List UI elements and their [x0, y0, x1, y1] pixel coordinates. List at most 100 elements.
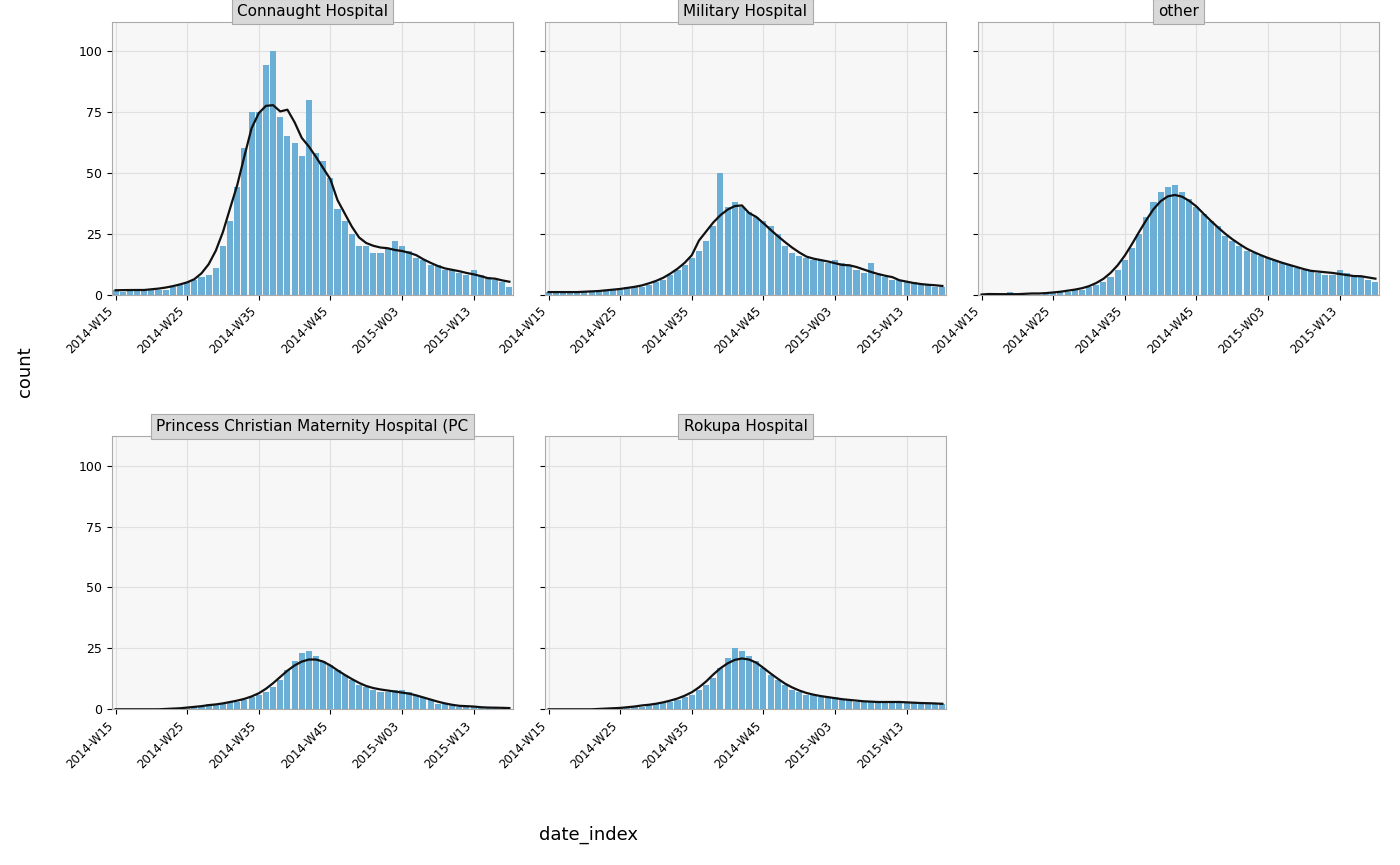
Bar	[1093, 285, 1099, 294]
Bar	[470, 707, 476, 709]
Bar	[939, 287, 945, 294]
Bar	[811, 260, 816, 294]
Bar	[682, 266, 687, 294]
Bar	[227, 221, 234, 294]
Bar	[1179, 192, 1186, 294]
Bar	[1071, 290, 1078, 294]
Bar	[882, 702, 888, 709]
Bar	[638, 287, 645, 294]
Title: other: other	[1158, 4, 1198, 19]
Title: Rokupa Hospital: Rokupa Hospital	[683, 419, 808, 434]
Bar	[284, 670, 290, 709]
Bar	[463, 707, 469, 709]
Bar	[277, 117, 283, 294]
Bar	[804, 258, 809, 294]
Bar	[939, 704, 945, 709]
Bar	[491, 707, 498, 709]
Bar	[449, 270, 455, 294]
Bar	[1229, 241, 1235, 294]
Bar	[903, 702, 910, 709]
Bar	[889, 702, 896, 709]
Bar	[896, 702, 903, 709]
Bar	[456, 272, 462, 294]
Bar	[717, 668, 724, 709]
Bar	[1172, 185, 1177, 294]
Bar	[682, 697, 687, 709]
Bar	[739, 650, 745, 709]
Bar	[675, 270, 680, 294]
Bar	[305, 99, 312, 294]
Bar	[790, 689, 795, 709]
Bar	[875, 702, 881, 709]
Bar	[385, 692, 391, 709]
Bar	[546, 292, 552, 294]
Bar	[1100, 282, 1106, 294]
Bar	[553, 292, 559, 294]
Bar	[1050, 292, 1056, 294]
Bar	[839, 700, 846, 709]
Bar	[185, 707, 190, 709]
Bar	[356, 246, 363, 294]
Bar	[484, 278, 491, 294]
Bar	[420, 697, 427, 709]
Bar	[155, 290, 161, 294]
Bar	[603, 290, 609, 294]
Bar	[291, 661, 298, 709]
Bar	[399, 689, 405, 709]
Bar	[868, 702, 874, 709]
Bar	[249, 697, 255, 709]
Bar	[484, 707, 491, 709]
Bar	[1236, 246, 1242, 294]
Bar	[703, 685, 710, 709]
Bar	[767, 676, 774, 709]
Bar	[645, 704, 652, 709]
Bar	[335, 209, 340, 294]
Bar	[449, 704, 455, 709]
Bar	[220, 704, 225, 709]
Bar	[854, 270, 860, 294]
Bar	[1151, 202, 1156, 294]
Bar	[1257, 255, 1264, 294]
Bar	[1243, 251, 1250, 294]
Bar	[342, 221, 347, 294]
Bar	[854, 702, 860, 709]
Bar	[427, 266, 434, 294]
Bar	[442, 704, 448, 709]
Bar	[645, 285, 652, 294]
Bar	[846, 700, 853, 709]
Bar	[127, 290, 133, 294]
Bar	[199, 278, 204, 294]
Bar	[321, 161, 326, 294]
Bar	[298, 156, 305, 294]
Bar	[918, 702, 924, 709]
Bar	[1330, 275, 1336, 294]
Bar	[868, 263, 874, 294]
Bar	[631, 287, 637, 294]
Bar	[1308, 270, 1315, 294]
Bar	[1287, 266, 1292, 294]
Title: Connaught Hospital: Connaught Hospital	[237, 4, 388, 19]
Bar	[911, 702, 917, 709]
Bar	[911, 282, 917, 294]
Bar	[1215, 227, 1221, 294]
Bar	[746, 656, 752, 709]
Bar	[370, 689, 377, 709]
Bar	[1128, 248, 1135, 294]
Bar	[270, 688, 276, 709]
Bar	[689, 695, 694, 709]
Bar	[1208, 221, 1214, 294]
Bar	[652, 282, 659, 294]
Bar	[696, 251, 701, 294]
Bar	[392, 689, 398, 709]
Bar	[624, 707, 630, 709]
Bar	[767, 227, 774, 294]
Bar	[192, 707, 197, 709]
Bar	[797, 255, 802, 294]
Bar	[839, 263, 846, 294]
Bar	[753, 216, 759, 294]
Bar	[500, 282, 505, 294]
Bar	[507, 287, 512, 294]
Bar	[668, 275, 673, 294]
Bar	[595, 292, 602, 294]
Bar	[134, 290, 140, 294]
